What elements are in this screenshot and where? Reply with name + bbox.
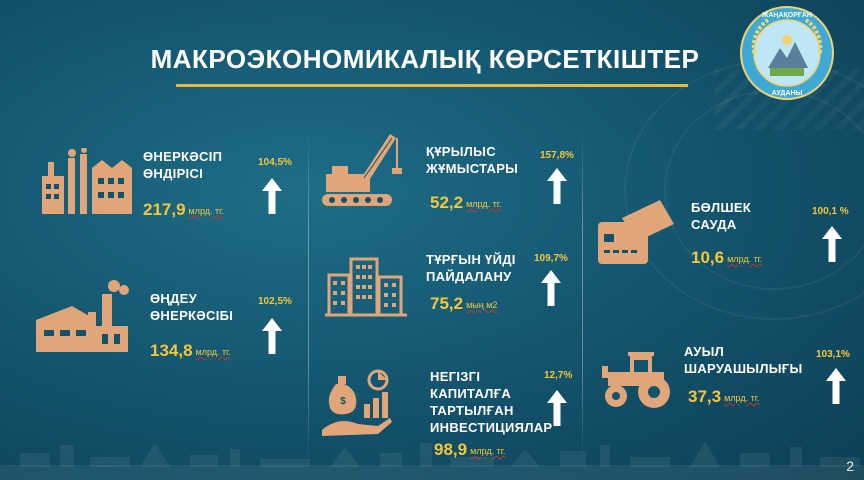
industry-label: ӨНЕРКӘСІП ӨНДІРІСІ (143, 149, 223, 181)
agriculture-percent: 103,1% (816, 349, 850, 360)
housing-label: ТҰРҒЫН ҮЙДІ ПАЙДАЛАНУ (426, 252, 516, 284)
investment-label: НЕГІЗГІ КАПИТАЛҒА ТАРТЫЛҒАН ИНВЕСТИЦИЯЛА… (430, 369, 553, 435)
up-arrow-icon (547, 390, 567, 426)
plant-icon (36, 280, 129, 352)
retail-value: 10,6 млрд. тг. (691, 248, 763, 267)
title-underline (176, 84, 688, 87)
processing-percent: 102,5% (258, 296, 292, 307)
district-emblem: ЖАҢАҚОРҒАН АУДАНЫ (740, 6, 834, 100)
retail-percent: 100,1 % (812, 206, 849, 217)
processing-value: 134,8 млрд. тг. (150, 341, 231, 360)
column-divider (582, 130, 583, 460)
agriculture-label: АУЫЛ ШАРУАШЫЛЫҒЫ (684, 344, 803, 376)
factory-icon (42, 148, 132, 214)
housing-percent: 109,7% (534, 253, 568, 264)
page-number: 2 (846, 458, 854, 474)
up-arrow-icon (547, 168, 567, 204)
emblem-bottom-text: АУДАНЫ (772, 90, 803, 97)
tractor-icon (602, 352, 670, 408)
construction-value: 52,2 млрд. тг. (430, 193, 502, 212)
card-icon (598, 200, 674, 264)
construction-label: ҚҰРЫЛЫС ЖҰМЫСТАРЫ (426, 144, 519, 176)
investment-percent: 12,7% (544, 370, 573, 381)
up-arrow-icon (262, 318, 282, 354)
industry-value: 217,9 млрд. тг. (143, 200, 224, 219)
city-skyline-decoration (0, 441, 864, 480)
agriculture-value: 37,3 млрд. тг. (688, 387, 760, 406)
slide-title: МАКРОЭКОНОМИКАЛЫҚ КӨРСЕТКІШТЕР (150, 44, 700, 74)
processing-label: ӨҢДЕУ ӨНЕРКӘСІБІ (150, 291, 234, 323)
emblem-top-text: ЖАҢАҚОРҒАН (761, 12, 812, 19)
retail-label: БӨЛШЕК САУДА (691, 200, 752, 232)
up-arrow-icon (262, 178, 282, 214)
industry-percent: 104,5% (258, 157, 292, 168)
column-divider (308, 130, 309, 460)
investment-icon: $ (322, 369, 392, 436)
up-arrow-icon (826, 368, 846, 404)
crane-icon (322, 134, 402, 206)
up-arrow-icon (822, 226, 842, 262)
construction-percent: 157,8% (540, 150, 574, 161)
housing-value: 75,2 мың м2 (430, 294, 498, 313)
buildings-icon (325, 257, 407, 317)
svg-text:$: $ (340, 396, 346, 407)
up-arrow-icon (541, 270, 561, 306)
investment-value: 98,9 млрд. тг. (434, 440, 506, 459)
